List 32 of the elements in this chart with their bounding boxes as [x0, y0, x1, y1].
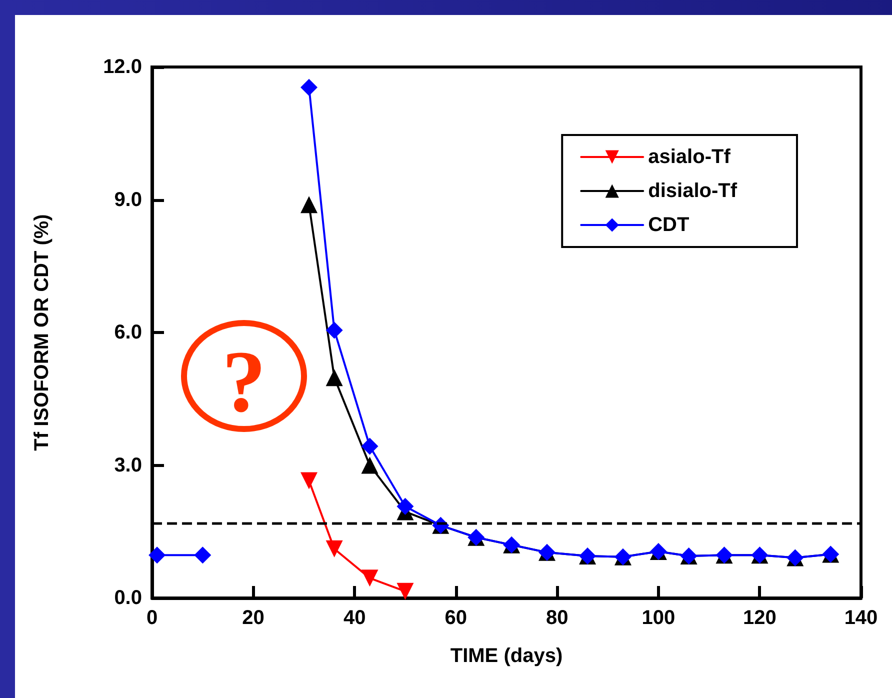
x-tick-label: 120 — [743, 607, 776, 629]
legend-label: CDT — [648, 214, 690, 236]
point — [396, 498, 414, 515]
x-tick-label: 100 — [642, 607, 676, 629]
point — [326, 322, 343, 339]
point — [148, 546, 166, 564]
y-tick-label: 3.0 — [114, 454, 142, 476]
y-tick-label: 0.0 — [114, 587, 142, 609]
x-tick-label: 80 — [546, 607, 568, 629]
y-tick-label: 12.0 — [103, 56, 142, 78]
point — [194, 546, 212, 564]
annotation: ? — [222, 334, 266, 431]
point — [300, 196, 318, 214]
x-tick-label: 60 — [444, 607, 467, 629]
x-tick-label: 140 — [844, 607, 878, 629]
point — [326, 369, 343, 386]
point — [361, 456, 378, 474]
x-tick-label: 40 — [343, 607, 366, 629]
y-axis-title: Tf ISOFORM OR CDT (%) — [31, 214, 53, 451]
y-tick-label: 9.0 — [114, 188, 142, 211]
y-tick-label: 6.0 — [114, 322, 142, 344]
x-tick-label: 20 — [242, 607, 264, 629]
point — [300, 78, 318, 96]
legend-label: disialo-Tf — [648, 180, 738, 202]
point — [300, 472, 318, 490]
x-tick-label: 0 — [146, 607, 158, 629]
point — [326, 540, 343, 558]
legend-label: asialo-Tf — [648, 146, 731, 168]
point — [361, 570, 378, 587]
point — [396, 582, 414, 600]
x-axis-title: TIME (days) — [450, 645, 563, 667]
point — [361, 438, 378, 455]
